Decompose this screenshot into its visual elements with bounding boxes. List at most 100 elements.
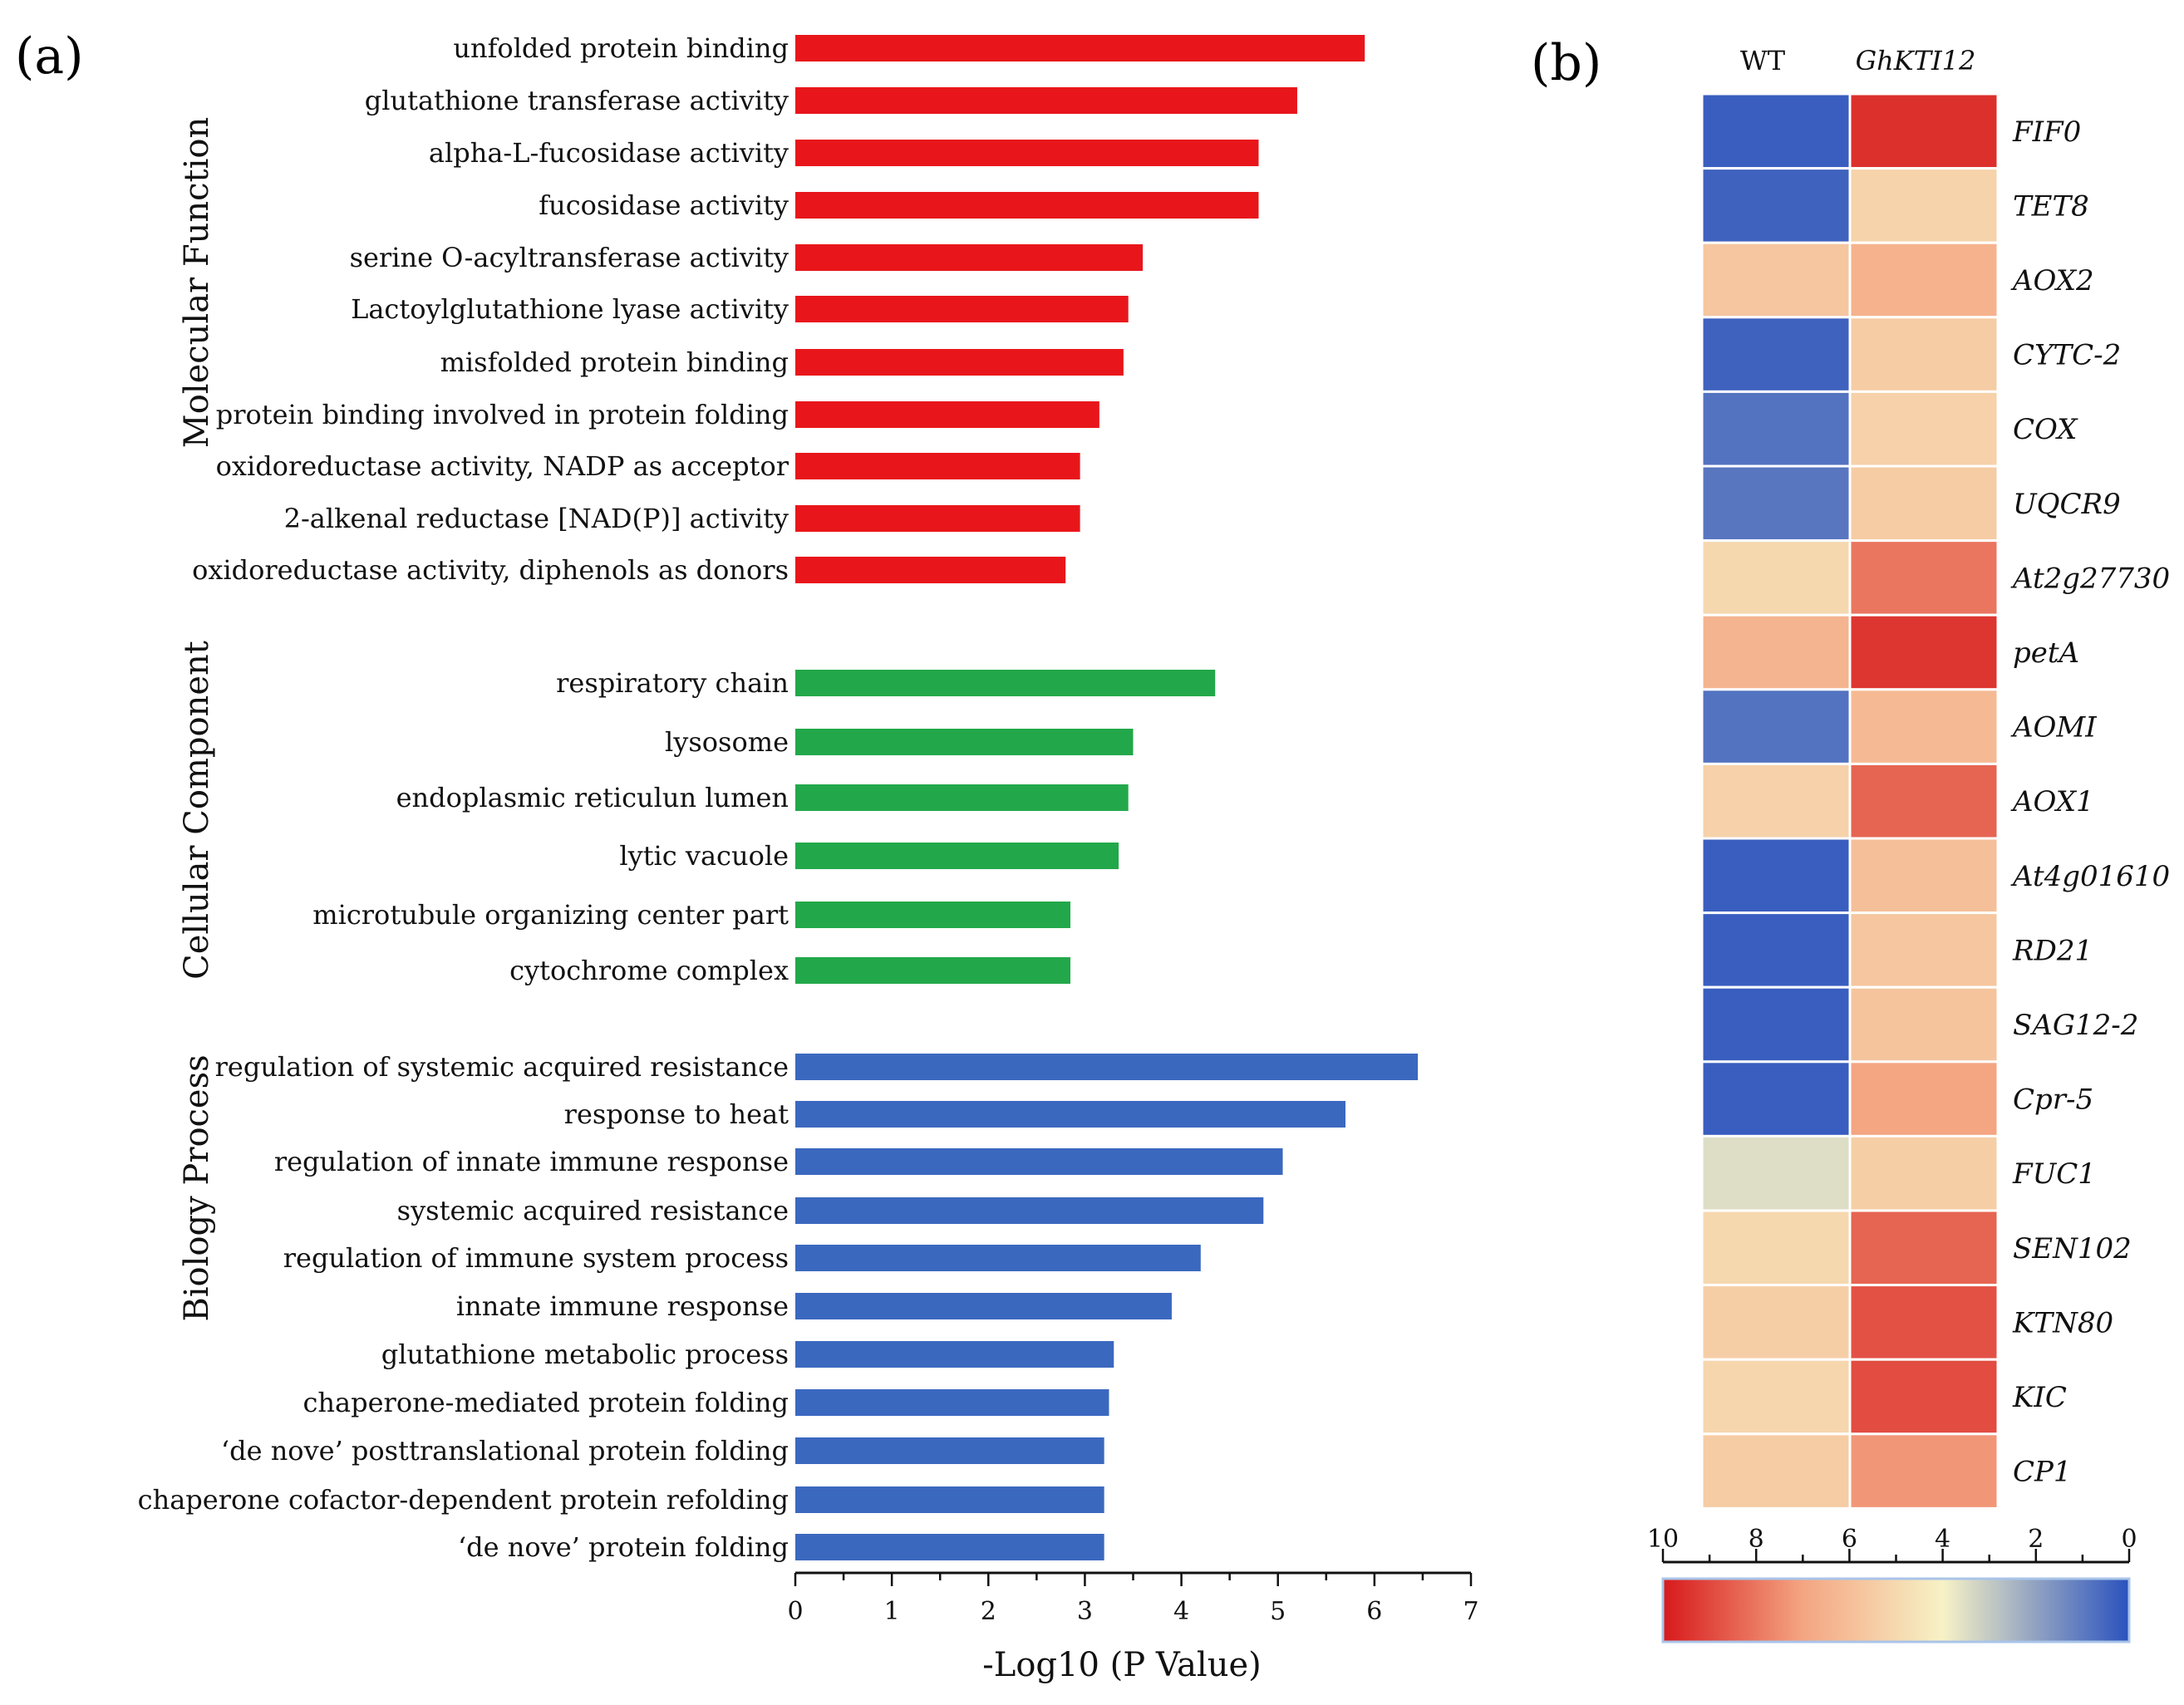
colorbar-tick-label: 8 bbox=[1749, 1525, 1764, 1554]
bar-label-chaperone-mediated-protein-folding: chaperone-mediated protein folding bbox=[303, 1387, 789, 1418]
row-label-kic: KIC bbox=[2012, 1381, 2067, 1414]
colorbar-gradient bbox=[1661, 1577, 2131, 1644]
bar-oxidoreductase-activity-nadp-as-acceptor bbox=[795, 453, 1080, 479]
row-label-sag12-2: SAG12-2 bbox=[2013, 1009, 2138, 1042]
bar-regulation-of-immune-system-process bbox=[795, 1245, 1201, 1271]
x-tick-label: 7 bbox=[1463, 1597, 1478, 1626]
group-label-cellular-component: Cellular Component bbox=[178, 641, 216, 980]
heatmap-grid: WT GhKTI12 FIF0 TET8 AOX2 CYTC-2 COX UQCR9 At2g2… bbox=[1700, 45, 2170, 1510]
heatmap-cell-aox2-ghkti12 bbox=[1848, 241, 2000, 319]
heatmap-cell-aox1-ghkti12 bbox=[1848, 762, 2000, 840]
colorbar-tick-label: 0 bbox=[2121, 1525, 2137, 1554]
bar-label-lytic-vacuole: lytic vacuole bbox=[619, 840, 789, 872]
bar-regulation-of-systemic-acquired-resistance bbox=[795, 1054, 1419, 1080]
group-cellular-component: Cellular Component respiratory chain lysos… bbox=[178, 641, 1216, 986]
group-label-molecular-function: Molecular Function bbox=[178, 117, 216, 449]
x-axis-title: -Log10 (P Value) bbox=[982, 1646, 1262, 1684]
group-label-biology-process: Biology Process bbox=[178, 1054, 216, 1321]
heatmap-cell-cox-ghkti12 bbox=[1848, 390, 2000, 468]
heatmap-cell-aomi-ghkti12 bbox=[1848, 688, 2000, 765]
row-label-at4g01610: At4g01610 bbox=[2010, 860, 2170, 893]
heatmap-cell-cp1-ghkti12 bbox=[1848, 1432, 2000, 1510]
bar-oxidoreductase-activity-diphenols-as-donors bbox=[795, 557, 1066, 583]
group-molecular-function: Molecular Function unfolded protein bindi… bbox=[178, 32, 1365, 586]
x-tick-label: 3 bbox=[1077, 1597, 1093, 1626]
row-label-aox1: AOX1 bbox=[2010, 785, 2094, 818]
heatmap-cell-cp1-wt bbox=[1700, 1432, 1852, 1510]
heatmap-cell-peta-ghkti12 bbox=[1848, 613, 2000, 691]
colorbar-tick-label: 2 bbox=[2028, 1525, 2044, 1554]
bar-chaperone-cofactor-dependent-protein-refolding bbox=[795, 1486, 1104, 1513]
heatmap-cell-ktn80-wt bbox=[1700, 1284, 1852, 1361]
row-label-cytc-2: CYTC-2 bbox=[2013, 339, 2121, 372]
bar-respiratory-chain bbox=[795, 670, 1216, 696]
bar-label-regulation-of-immune-system-process: regulation of immune system process bbox=[283, 1242, 789, 1274]
bar-label-respiratory-chain: respiratory chain bbox=[556, 667, 789, 699]
heatmap-cell-sag12-2-ghkti12 bbox=[1848, 985, 2000, 1064]
bar-label-microtubule-organizing-center-part: microtubule organizing center part bbox=[312, 899, 789, 931]
bar-microtubule-organizing-center-part bbox=[795, 902, 1071, 928]
heatmap-cell-kic-ghkti12 bbox=[1848, 1358, 2000, 1436]
column-header-wt: WT bbox=[1740, 45, 1786, 76]
panel-b-label: (b) bbox=[1531, 34, 1601, 92]
row-label-aox2: AOX2 bbox=[2010, 264, 2094, 297]
heatmap-cell-aox2-wt bbox=[1700, 241, 1852, 319]
heatmap-cell-sag12-2-wt bbox=[1700, 985, 1852, 1064]
bar-label-unfolded-protein-binding: unfolded protein binding bbox=[453, 32, 789, 64]
bar-endoplasmic-reticulun-lumen bbox=[795, 784, 1129, 811]
row-label-aomi: AOMI bbox=[2010, 711, 2097, 744]
heatmap-cell-sen102-wt bbox=[1700, 1209, 1852, 1287]
bar-label-endoplasmic-reticulun-lumen: endoplasmic reticulun lumen bbox=[396, 782, 789, 813]
bar-label-oxidoreductase-activity-nadp-as-acceptor: oxidoreductase activity, NADP as accepto… bbox=[216, 450, 789, 482]
panel-b-heatmap: (b) WT GhKTI12 FIF0 TET8 AOX2 CYTC-2 COX UQCR9 A… bbox=[1531, 34, 2170, 1644]
x-tick-label: 0 bbox=[787, 1597, 803, 1626]
bar-glutathione-transferase-activity bbox=[795, 87, 1297, 114]
colorbar: 10 8 6 4 2 0 bbox=[1647, 1525, 2137, 1644]
bar-unfolded-protein-binding bbox=[795, 35, 1365, 61]
panel-a-go-enrichment-bar-chart: (a) Molecular Function unfolded protein b… bbox=[15, 27, 1479, 1684]
bar-systemic-acquired-resistance bbox=[795, 1197, 1264, 1224]
x-tick-label: 1 bbox=[884, 1597, 900, 1626]
row-label-cp1: CP1 bbox=[2013, 1456, 2072, 1489]
row-label-cpr-5: Cpr-5 bbox=[2013, 1083, 2093, 1117]
panel-a-label: (a) bbox=[15, 27, 84, 86]
bar-lactoylglutathione-lyase-activity bbox=[795, 296, 1129, 322]
heatmap-cell-cytc-2-ghkti12 bbox=[1848, 316, 2000, 393]
bar-serine-o-acyltransferase-activity bbox=[795, 244, 1144, 271]
heatmap-cell-tet8-wt bbox=[1700, 167, 1852, 244]
bar-label-chaperone-cofactor-dependent-protein-refolding: chaperone cofactor-dependent protein ref… bbox=[138, 1484, 789, 1516]
bar-innate-immune-response bbox=[795, 1293, 1172, 1319]
heatmap-cell-uqcr9-ghkti12 bbox=[1848, 464, 2000, 543]
bar-fucosidase-activity bbox=[795, 192, 1259, 219]
bar-label-regulation-of-innate-immune-response: regulation of innate immune response bbox=[274, 1146, 789, 1177]
bar-label-de-nove-protein-folding: ‘de nove’ protein folding bbox=[458, 1531, 789, 1563]
heatmap-cell-fuc1-wt bbox=[1700, 1134, 1852, 1212]
heatmap-cell-sen102-ghkti12 bbox=[1848, 1209, 2000, 1287]
bar-label-misfolded-protein-binding: misfolded protein binding bbox=[440, 346, 789, 378]
colorbar-tick-label: 4 bbox=[1935, 1525, 1950, 1554]
heatmap-cell-cytc-2-wt bbox=[1700, 316, 1852, 393]
bar-misfolded-protein-binding bbox=[795, 349, 1124, 376]
bar-label-fucosidase-activity: fucosidase activity bbox=[539, 189, 789, 221]
bar-label-glutathione-metabolic-process: glutathione metabolic process bbox=[381, 1339, 789, 1370]
heatmap-cell-cpr-5-ghkti12 bbox=[1848, 1060, 2000, 1137]
heatmap-cell-aomi-wt bbox=[1700, 688, 1852, 765]
bar-label-2-alkenal-reductase-nad-p-activity: 2-alkenal reductase [NAD(P)] activity bbox=[284, 503, 789, 534]
bar-de-nove-posttranslational-protein-folding bbox=[795, 1437, 1104, 1464]
heatmap-cell-ktn80-ghkti12 bbox=[1848, 1284, 2000, 1361]
bar-label-protein-binding-involved-in-protein-folding: protein binding involved in protein fold… bbox=[216, 399, 789, 430]
bar-regulation-of-innate-immune-response bbox=[795, 1148, 1283, 1175]
bar-label-cytochrome-complex: cytochrome complex bbox=[509, 955, 789, 986]
row-label-fif0: FIF0 bbox=[2012, 115, 2081, 149]
bar-label-de-nove-posttranslational-protein-folding: ‘de nove’ posttranslational protein fold… bbox=[221, 1435, 789, 1467]
bar-cytochrome-complex bbox=[795, 957, 1071, 984]
bar-label-response-to-heat: response to heat bbox=[564, 1098, 789, 1130]
colorbar-tick-label: 10 bbox=[1647, 1525, 1679, 1554]
row-label-sen102: SEN102 bbox=[2013, 1232, 2132, 1265]
bar-label-serine-o-acyltransferase-activity: serine O-acyltransferase activity bbox=[350, 242, 789, 273]
bar-lytic-vacuole bbox=[795, 843, 1119, 869]
row-label-fuc1: FUC1 bbox=[2012, 1157, 2096, 1191]
column-header-ghkti12: GhKTI12 bbox=[1856, 45, 1976, 76]
row-label-uqcr9: UQCR9 bbox=[2013, 488, 2121, 521]
heatmap-cell-at4g01610-ghkti12 bbox=[1848, 837, 2000, 915]
